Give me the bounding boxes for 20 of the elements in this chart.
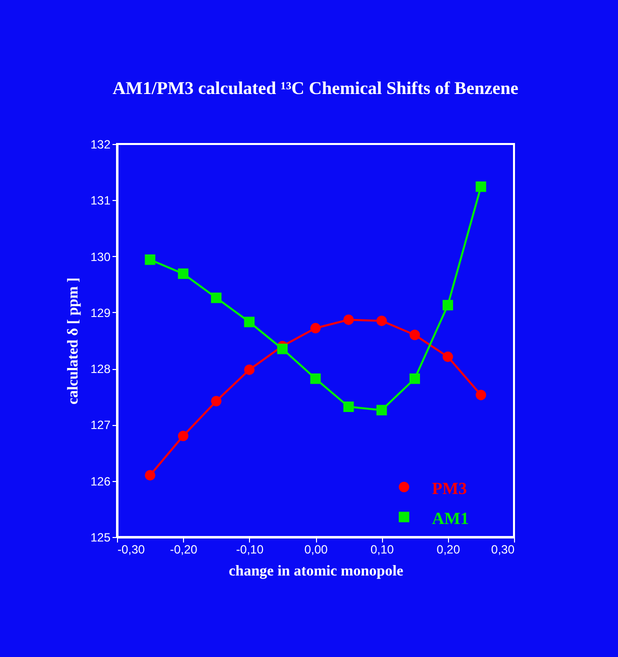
legend-label: PM3 <box>432 479 467 498</box>
y-tick-label: 127 <box>90 418 111 432</box>
y-tick-label: 126 <box>90 474 111 488</box>
y-tick-label: 132 <box>90 138 111 152</box>
x-tick-label: 0,20 <box>436 542 460 556</box>
y-tick-label: 131 <box>90 194 111 208</box>
y-tick-label: 128 <box>90 362 111 376</box>
x-tick-label: 0,00 <box>304 542 328 556</box>
x-axis-title: change in atomic monopole <box>228 564 404 580</box>
x-tick-label: 0,30 <box>491 542 515 556</box>
x-tick-label: -0,30 <box>118 542 146 556</box>
chart-title: AM1/PM3 calculated ¹³C Chemical Shifts of Benzene <box>112 78 518 98</box>
x-tick-label: 0,10 <box>370 542 394 556</box>
y-axis-title: calculated δ [ ppm ] <box>65 278 82 404</box>
y-tick-label: 125 <box>90 530 111 544</box>
y-tick-label: 130 <box>90 250 111 264</box>
y-tick-label: 129 <box>90 306 111 320</box>
x-tick-label: -0,10 <box>236 542 264 556</box>
legend-label: AM1 <box>432 509 469 528</box>
x-tick-label: -0,20 <box>170 542 198 556</box>
